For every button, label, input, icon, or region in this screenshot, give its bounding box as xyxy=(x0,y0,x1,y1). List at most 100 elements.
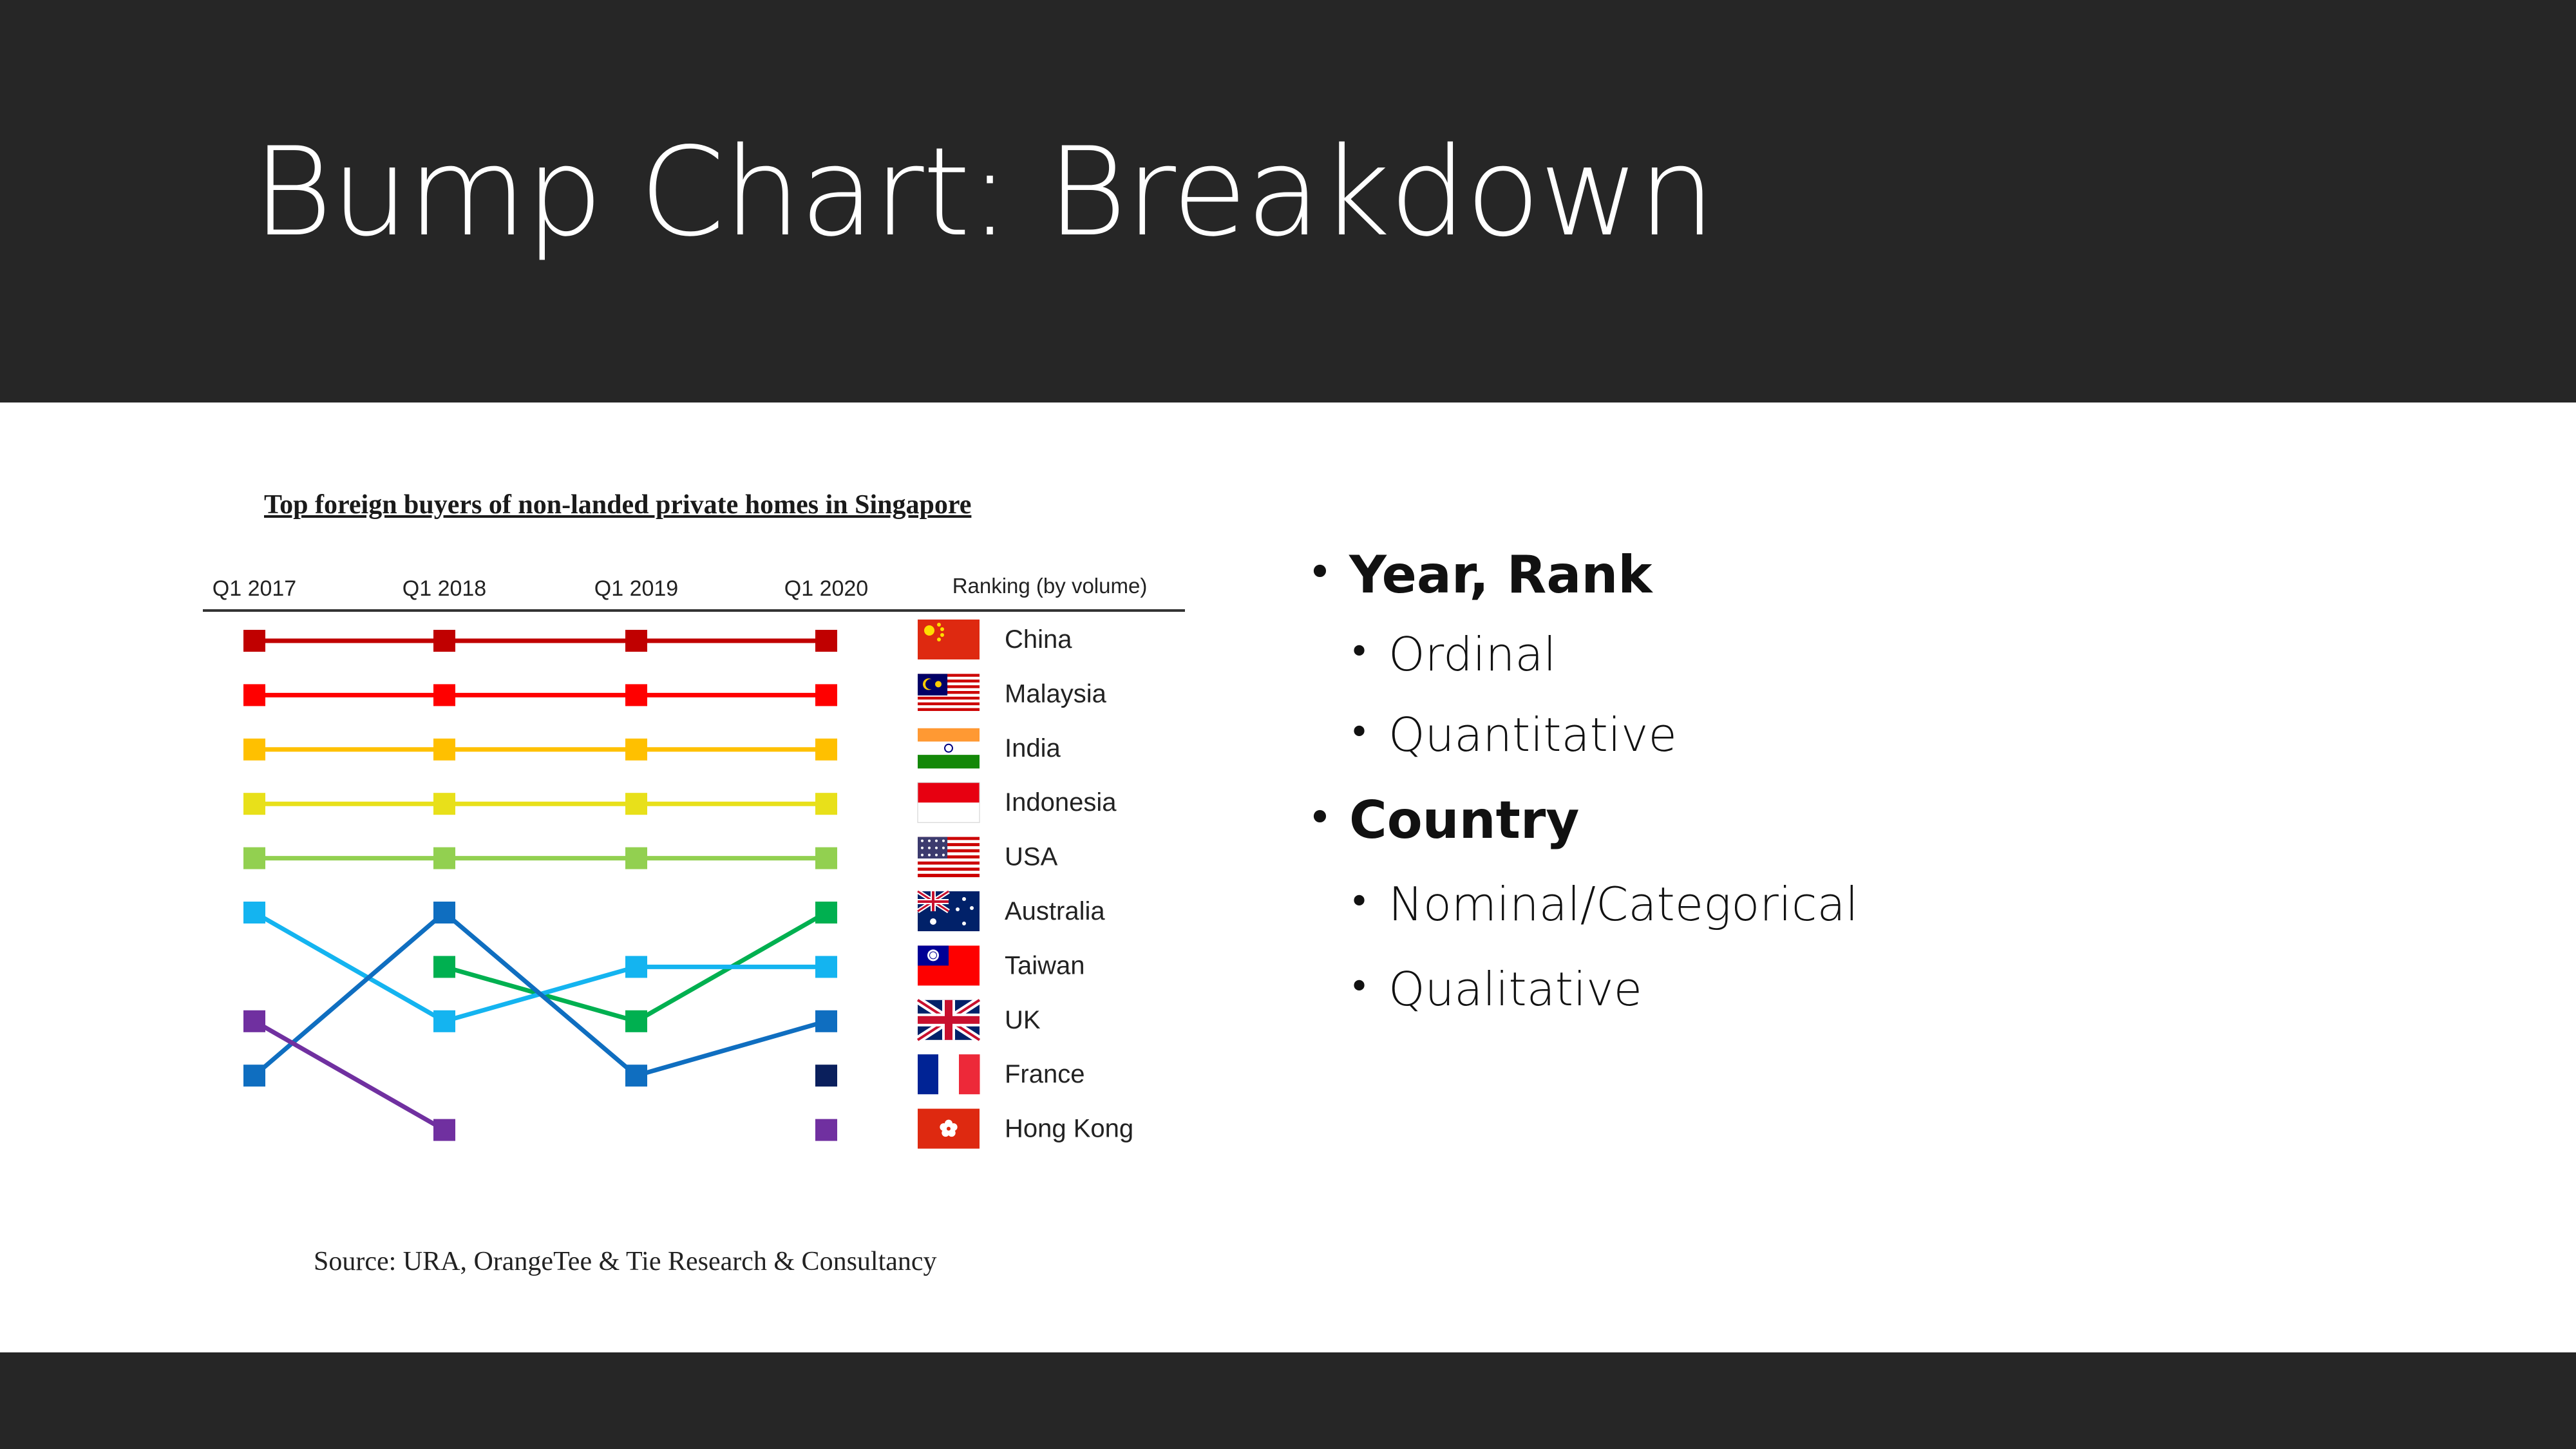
bullet-nominal: • Nominal/Categorical xyxy=(1307,876,2402,961)
data-point-china xyxy=(815,630,837,652)
flag-part xyxy=(918,728,980,742)
bump-chart-panel: Top foreign buyers of non-landed private… xyxy=(193,467,1236,1304)
flag-part xyxy=(942,839,945,842)
flag-part xyxy=(937,623,941,627)
data-point-india xyxy=(815,738,837,761)
data-point-usa xyxy=(625,847,647,869)
flag-part xyxy=(937,638,941,641)
data-point-hong-kong xyxy=(243,1010,265,1032)
flag-part xyxy=(918,674,980,677)
legend-label-uk: UK xyxy=(1005,1006,1041,1034)
flag-part xyxy=(918,782,980,803)
series-line-hong-kong xyxy=(252,1019,447,1133)
flag-part xyxy=(959,1054,980,1095)
flag-part xyxy=(935,846,938,849)
flag-part xyxy=(918,855,980,859)
data-point-china xyxy=(433,630,455,652)
flag-china-icon xyxy=(918,620,980,659)
bump-chart: Q1 2017 Q1 2018 Q1 2019 Q1 2020 Ranking (by … xyxy=(203,574,1185,1149)
flag-part xyxy=(940,633,944,637)
flag-part xyxy=(918,840,980,844)
flag-usa-icon xyxy=(918,837,980,878)
flag-part xyxy=(918,694,980,697)
legend-label-taiwan: Taiwan xyxy=(1005,951,1085,980)
bullet-dot: • xyxy=(1349,631,1370,673)
data-point-china xyxy=(243,630,265,652)
data-point-uk xyxy=(815,1010,837,1032)
legend-label-china: China xyxy=(1005,625,1072,654)
flag-part xyxy=(918,1016,980,1024)
flag-part xyxy=(918,705,980,709)
data-point-indonesia xyxy=(625,793,647,815)
bullet-dot: • xyxy=(1349,712,1370,753)
data-point-uk xyxy=(433,902,455,923)
data-point-china xyxy=(625,630,647,652)
flag-part xyxy=(918,900,949,903)
data-point-indonesia xyxy=(433,793,455,815)
flag-part xyxy=(935,839,938,842)
flag-part xyxy=(930,952,936,959)
flag-part xyxy=(956,907,960,911)
flag-part xyxy=(918,688,980,692)
title-band xyxy=(0,0,2576,402)
data-point-malaysia xyxy=(815,684,837,706)
data-point-uk xyxy=(243,1065,265,1087)
bullet-qualitative: • Qualitative xyxy=(1307,961,2402,1042)
flag-part xyxy=(918,871,980,875)
flag-part xyxy=(940,1123,948,1132)
series-line-uk xyxy=(252,910,447,1078)
flag-part xyxy=(942,846,945,849)
flag-part xyxy=(940,627,944,631)
flag-part xyxy=(947,1126,951,1131)
flag-uk-icon xyxy=(915,996,982,1043)
flag-part xyxy=(947,1129,956,1137)
data-point-malaysia xyxy=(433,684,455,706)
x-tick-label: Q1 2017 xyxy=(213,576,296,601)
flag-part xyxy=(918,708,980,712)
bullet-dot: • xyxy=(1349,966,1370,1008)
bullet-text: Quantitative xyxy=(1388,708,1677,762)
bullet-list: • Year, Rank • Ordinal • Quantitative • Coun… xyxy=(1307,544,2402,1042)
data-point-australia xyxy=(625,1010,647,1032)
flag-part xyxy=(918,679,980,683)
flag-australia-icon xyxy=(916,889,980,931)
flag-part xyxy=(918,685,980,689)
flag-part xyxy=(942,853,945,857)
flag-part xyxy=(918,755,980,769)
data-point-hong-kong xyxy=(815,1119,837,1141)
bullet-country: • Country xyxy=(1307,790,2402,876)
data-point-indonesia xyxy=(815,793,837,815)
flag-part xyxy=(918,699,980,703)
bullet-quantitative: • Quantitative xyxy=(1307,707,2402,790)
flag-part xyxy=(970,906,974,910)
data-point-hong-kong xyxy=(433,1119,455,1141)
flag-part xyxy=(918,1054,938,1095)
data-point-malaysia xyxy=(243,684,265,706)
flag-part xyxy=(930,918,936,925)
data-point-malaysia xyxy=(625,684,647,706)
data-point-india xyxy=(625,738,647,761)
flag-part xyxy=(918,849,980,853)
footer-band xyxy=(0,1352,2576,1449)
bullet-dot: • xyxy=(1307,547,1332,597)
bullet-ordinal: • Ordinal xyxy=(1307,627,2402,707)
data-point-taiwan xyxy=(625,956,647,978)
series-line-taiwan xyxy=(252,910,447,1024)
series-line-uk xyxy=(634,1019,829,1078)
legend-label-malaysia: Malaysia xyxy=(1005,679,1107,708)
bullet-dot: • xyxy=(1349,881,1370,923)
data-point-indonesia xyxy=(243,793,265,815)
x-tick-label: Q1 2020 xyxy=(784,576,868,601)
flag-part xyxy=(918,620,980,659)
data-point-usa xyxy=(243,847,265,869)
flag-part xyxy=(918,867,980,871)
bullet-dot: • xyxy=(1307,793,1332,842)
x-tick-label: Q1 2019 xyxy=(594,576,678,601)
flag-part xyxy=(928,853,931,857)
legend-label-indonesia: Indonesia xyxy=(1005,788,1117,817)
flag-part xyxy=(918,702,980,706)
legend-label-hong-kong: Hong Kong xyxy=(1005,1115,1133,1143)
bullet-text: Nominal/Categorical xyxy=(1388,877,1859,931)
bullet-text: Qualitative xyxy=(1388,962,1642,1016)
flag-part xyxy=(918,710,980,714)
